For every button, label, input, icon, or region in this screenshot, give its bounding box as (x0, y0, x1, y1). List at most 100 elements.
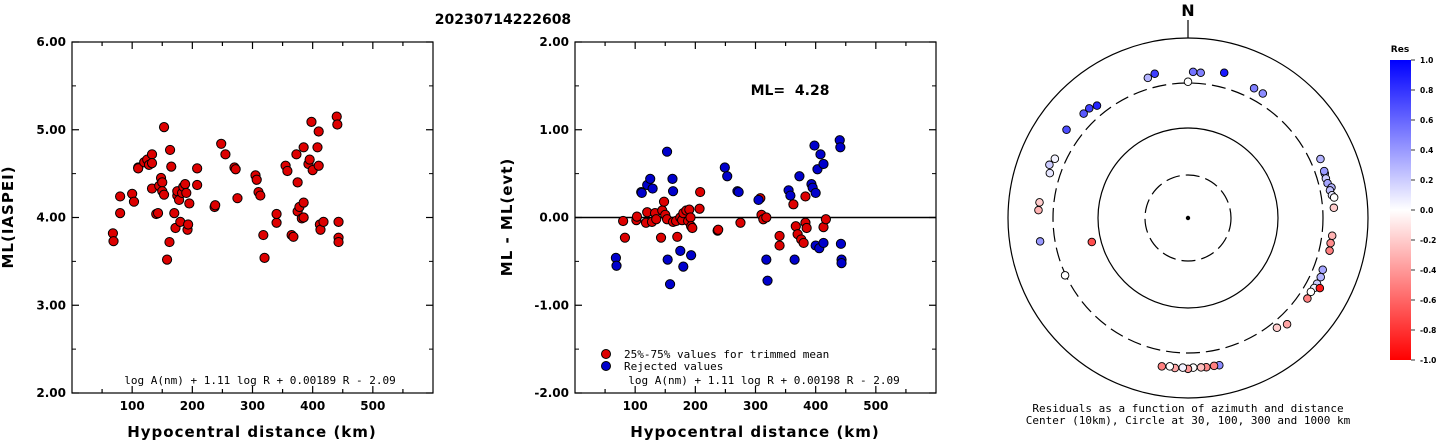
circle-100km (1097, 127, 1279, 309)
station-point (1315, 283, 1325, 293)
station-point (1258, 89, 1268, 98)
data-point-blue (611, 260, 622, 271)
y-axis-ticks: -2.00 -1.00 0.00 1.00 2.00 (534, 35, 936, 400)
panel-residual: -2.00 -1.00 0.00 1.00 2.00 100 200 300 400 500 M… (498, 35, 937, 441)
data-point-red (255, 190, 266, 201)
station-point (1188, 67, 1198, 77)
station-point (1045, 168, 1055, 178)
data-point-red (164, 236, 175, 248)
station-point (1196, 363, 1206, 372)
station-point (1045, 160, 1054, 170)
data-point-red (655, 232, 667, 243)
data-point-red (687, 222, 698, 234)
station-point (1092, 101, 1102, 110)
data-point-red (313, 126, 324, 137)
station-point (1326, 238, 1335, 248)
x-axis-ticks: 100 200 300 400 500 (604, 42, 907, 413)
legend-marker-blue (601, 361, 611, 371)
data-point-red (157, 177, 168, 188)
x-tick-label: 200 (683, 399, 708, 413)
data-point-blue (794, 171, 805, 182)
x-tick-label: 400 (803, 399, 828, 413)
data-point-blue (835, 238, 847, 249)
station-point (1196, 68, 1205, 78)
data-point-blue (675, 245, 686, 256)
colorbar-title: Res (1391, 45, 1409, 55)
colorbar-tick-label: -0.4 (1420, 266, 1436, 275)
station-point (1318, 265, 1327, 274)
data-point-red (306, 116, 317, 127)
caption-line-2: Center (10km), Circle at 30, 100, 300 an… (1026, 414, 1351, 427)
data-point-blue (818, 237, 829, 249)
data-point-red (288, 231, 299, 242)
data-point-red (192, 179, 203, 191)
plot-frame (71, 41, 434, 394)
data-point-red (128, 196, 140, 207)
data-point-red (298, 197, 309, 208)
y-tick-label: 4.00 (36, 211, 66, 225)
station-point (1329, 203, 1339, 213)
data-point-blue (733, 186, 744, 198)
x-tick-label: 100 (623, 399, 648, 413)
data-point-red (298, 212, 309, 223)
data-point-red (333, 216, 344, 227)
formula-text: log A(nm) + 1.11 log R + 0.00189 R - 2.0… (124, 374, 396, 387)
station-point (1282, 320, 1292, 329)
data-point-red (318, 216, 329, 227)
formula-text: log A(nm) + 1.11 log R + 0.00198 R - 2.0… (628, 374, 900, 387)
station-point (1303, 294, 1312, 303)
x-tick-label: 200 (180, 399, 205, 413)
data-point-red (133, 163, 144, 174)
station-point (1178, 363, 1188, 372)
station-point (1316, 272, 1325, 282)
data-point-red (800, 191, 811, 202)
data-point-red (181, 187, 192, 199)
station-point (1085, 104, 1094, 113)
north-label: N (1181, 1, 1194, 20)
data-point-blue (667, 173, 678, 184)
station-point (1209, 361, 1219, 371)
data-point-red (282, 165, 293, 177)
data-point-red (312, 142, 323, 153)
data-point-red (166, 161, 177, 172)
colorbar-tick-label: 0.2 (1420, 176, 1433, 185)
station-point (1316, 154, 1325, 164)
station-point (1050, 154, 1060, 163)
data-point-red (694, 203, 705, 214)
data-point-red (251, 174, 262, 185)
station-point (1327, 231, 1337, 240)
data-point-red (761, 212, 772, 223)
colorbar-tick-label: -1.0 (1420, 356, 1436, 365)
caption-line-1: Residuals as a function of azimuth and d… (1032, 402, 1343, 415)
data-point-red (801, 222, 812, 234)
data-point-red (651, 214, 662, 225)
data-point-red (774, 240, 785, 251)
data-point-red (735, 217, 746, 228)
x-tick-label: 300 (743, 399, 768, 413)
data-point-blue (645, 173, 656, 184)
data-point-red (220, 149, 231, 160)
data-point-red (313, 160, 324, 171)
data-point-red (183, 219, 194, 230)
station-point (1319, 166, 1329, 176)
station-point (1087, 237, 1097, 247)
station-point (1249, 84, 1259, 93)
y-tick-label: 2.00 (36, 386, 66, 400)
data-point-blue (667, 186, 679, 197)
data-point-blue (662, 254, 673, 265)
data-point-red (619, 232, 631, 243)
data-point-red (232, 193, 243, 204)
data-point-red (672, 231, 683, 242)
colorbar-ticks: 1.0 0.8 0.6 0.4 0.2 0.0 -0.2 -0.4 -0.6 -0.8 -1.0 (1411, 56, 1436, 365)
station-point (1034, 205, 1043, 215)
data-point-red (146, 149, 158, 160)
x-tick-label: 400 (300, 399, 325, 413)
data-point-red (631, 211, 643, 222)
x-axis-ticks: 100 200 300 400 500 (101, 42, 404, 413)
data-point-blue (678, 261, 689, 272)
station-point (1325, 246, 1334, 255)
y-tick-label: 6.00 (36, 35, 66, 49)
data-point-red (271, 217, 282, 228)
y-tick-label: 5.00 (36, 123, 66, 137)
